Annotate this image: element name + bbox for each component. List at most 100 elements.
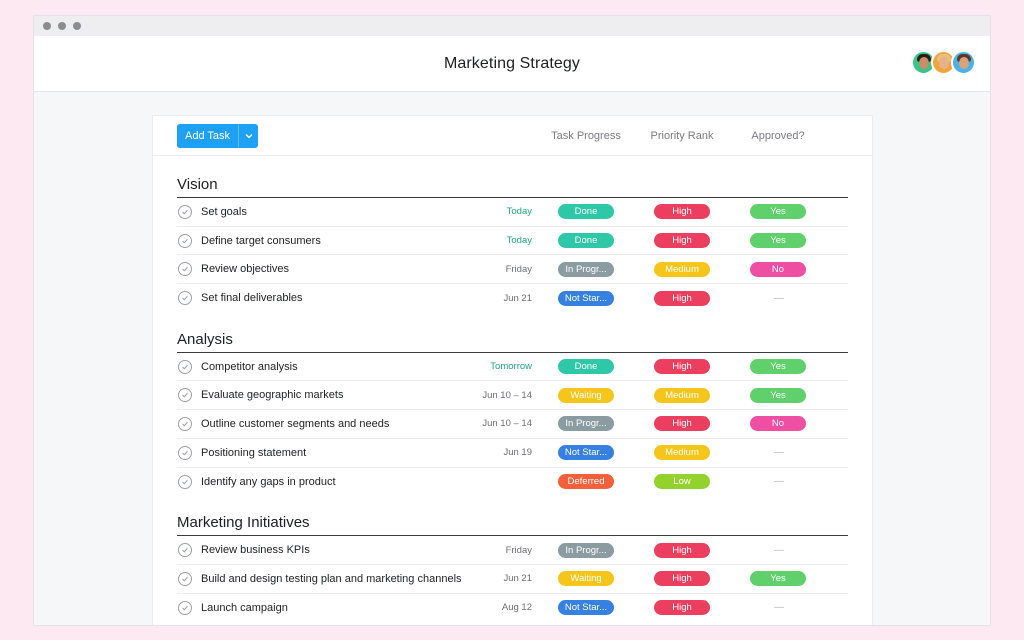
approved-empty[interactable]: —: [774, 476, 784, 488]
task-row[interactable]: Define target consumers Today Done High Yes: [177, 227, 848, 256]
priority-rank-badge[interactable]: Medium: [654, 261, 710, 277]
priority-rank-badge[interactable]: Medium: [654, 387, 710, 403]
approved-badge[interactable]: Yes: [750, 359, 806, 375]
task-name[interactable]: Review objectives: [201, 263, 290, 276]
add-task-button[interactable]: Add Task: [177, 124, 239, 148]
task-row[interactable]: Competitor analysis Tomorrow Done High Yes: [177, 353, 848, 382]
due-date[interactable]: Jun 10 – 14: [482, 389, 532, 401]
approved-empty[interactable]: —: [774, 602, 784, 614]
complete-task-checkbox[interactable]: [178, 388, 192, 403]
task-row[interactable]: Build and design testing plan and market…: [177, 565, 848, 594]
window-close-dot[interactable]: [43, 22, 51, 30]
task-name[interactable]: Set goals: [201, 205, 247, 218]
column-header-priority-rank[interactable]: Priority Rank: [650, 130, 714, 142]
task-progress-badge[interactable]: In Progr...: [558, 542, 614, 558]
task-row[interactable]: Set goals Today Done High Yes: [177, 198, 848, 227]
complete-task-checkbox[interactable]: [178, 474, 192, 489]
task-row[interactable]: Identify any gaps in product Deferred Low —: [177, 468, 848, 497]
task-name[interactable]: Review business KPIs: [201, 544, 310, 557]
complete-task-checkbox[interactable]: [178, 291, 192, 306]
task-row[interactable]: Review business KPIs Friday In Progr... Hig…: [177, 536, 848, 565]
priority-rank-badge[interactable]: High: [654, 359, 710, 375]
priority-rank-badge[interactable]: High: [654, 290, 710, 306]
task-name[interactable]: Build and design testing plan and market…: [201, 572, 462, 585]
task-row[interactable]: Evaluate geographic markets Jun 10 – 14 Wa…: [177, 381, 848, 411]
complete-task-checkbox[interactable]: [178, 262, 192, 277]
due-date[interactable]: Today: [506, 206, 532, 218]
approved-badge[interactable]: Yes: [750, 233, 806, 249]
task-progress-badge[interactable]: Done: [558, 204, 614, 220]
approved-badge[interactable]: No: [750, 416, 806, 432]
task-progress-badge[interactable]: Deferred: [558, 474, 614, 490]
task-progress-badge[interactable]: Done: [558, 359, 614, 375]
approved-badge[interactable]: Yes: [750, 204, 806, 220]
priority-rank-badge[interactable]: High: [654, 204, 710, 220]
task-name[interactable]: Set final deliverables: [201, 292, 303, 305]
priority-rank-badge[interactable]: High: [654, 571, 710, 587]
task-name[interactable]: Competitor analysis: [201, 360, 298, 373]
task-progress-badge[interactable]: Not Star...: [558, 445, 614, 461]
task-progress-badge[interactable]: In Progr...: [558, 261, 614, 277]
approved-badge[interactable]: Yes: [750, 571, 806, 587]
due-date[interactable]: Jun 21: [503, 573, 532, 585]
complete-task-checkbox[interactable]: [178, 233, 192, 248]
task-sections: Vision Set goals Today Done High Yes Define ta…: [153, 164, 872, 622]
task-progress-badge[interactable]: Not Star...: [558, 600, 614, 616]
add-task-dropdown[interactable]: [238, 124, 258, 148]
due-date[interactable]: Friday: [505, 263, 532, 275]
task-progress-badge[interactable]: Waiting: [558, 387, 614, 403]
complete-task-checkbox[interactable]: [178, 359, 192, 374]
approved-empty[interactable]: —: [774, 447, 784, 459]
priority-rank-badge[interactable]: High: [654, 416, 710, 432]
section-title[interactable]: Marketing Initiatives: [177, 502, 848, 537]
app-window: Marketing Strategy Add Task Task Progres…: [33, 15, 991, 626]
task-name[interactable]: Evaluate geographic markets: [201, 389, 344, 402]
due-date[interactable]: Jun 21: [503, 292, 532, 304]
window-maximize-dot[interactable]: [73, 22, 81, 30]
due-date[interactable]: Aug 12: [501, 602, 532, 614]
due-date[interactable]: Today: [506, 235, 532, 247]
complete-task-checkbox[interactable]: [178, 204, 192, 219]
task-row[interactable]: Launch campaign Aug 12 Not Star... High —: [177, 594, 848, 623]
check-icon: [182, 450, 188, 456]
due-date[interactable]: Tomorrow: [490, 361, 532, 373]
priority-rank-badge[interactable]: High: [654, 233, 710, 249]
task-name[interactable]: Launch campaign: [201, 601, 288, 614]
complete-task-checkbox[interactable]: [178, 600, 192, 615]
complete-task-checkbox[interactable]: [178, 416, 192, 431]
due-date[interactable]: Jun 10 – 14: [482, 418, 532, 430]
priority-rank-badge[interactable]: High: [654, 542, 710, 558]
member-avatars[interactable]: [911, 50, 976, 75]
task-row[interactable]: Outline customer segments and needs Jun 1…: [177, 410, 848, 439]
task-progress-badge[interactable]: Done: [558, 233, 614, 249]
task-row[interactable]: Set final deliverables Jun 21 Not Star... H…: [177, 284, 848, 313]
approved-empty[interactable]: —: [774, 544, 784, 556]
task-row[interactable]: Positioning statement Jun 19 Not Star... Me…: [177, 439, 848, 468]
due-date[interactable]: Friday: [505, 544, 532, 556]
check-icon: [182, 421, 188, 427]
task-name[interactable]: Positioning statement: [201, 446, 307, 459]
due-date[interactable]: Jun 19: [503, 447, 532, 459]
task-name[interactable]: Outline customer segments and needs: [201, 417, 390, 430]
approved-empty[interactable]: —: [774, 292, 784, 304]
section-title[interactable]: Analysis: [177, 319, 848, 353]
window-minimize-dot[interactable]: [58, 22, 66, 30]
task-progress-badge[interactable]: In Progr...: [558, 416, 614, 432]
priority-rank-badge[interactable]: Medium: [654, 445, 710, 461]
complete-task-checkbox[interactable]: [178, 445, 192, 460]
task-progress-badge[interactable]: Waiting: [558, 571, 614, 587]
section-title[interactable]: Vision: [177, 164, 848, 198]
priority-rank-badge[interactable]: Low: [654, 474, 710, 490]
task-progress-badge[interactable]: Not Star...: [558, 290, 614, 306]
task-name[interactable]: Identify any gaps in product: [201, 475, 336, 488]
approved-badge[interactable]: Yes: [750, 387, 806, 403]
column-header-approved[interactable]: Approved?: [751, 130, 805, 142]
column-header-task-progress[interactable]: Task Progress: [551, 130, 621, 142]
task-name[interactable]: Define target consumers: [201, 234, 321, 247]
task-row[interactable]: Review objectives Friday In Progr... Medium…: [177, 255, 848, 285]
priority-rank-badge[interactable]: High: [654, 600, 710, 616]
complete-task-checkbox[interactable]: [178, 543, 192, 558]
complete-task-checkbox[interactable]: [178, 571, 192, 586]
avatar[interactable]: [951, 50, 976, 75]
approved-badge[interactable]: No: [750, 261, 806, 277]
